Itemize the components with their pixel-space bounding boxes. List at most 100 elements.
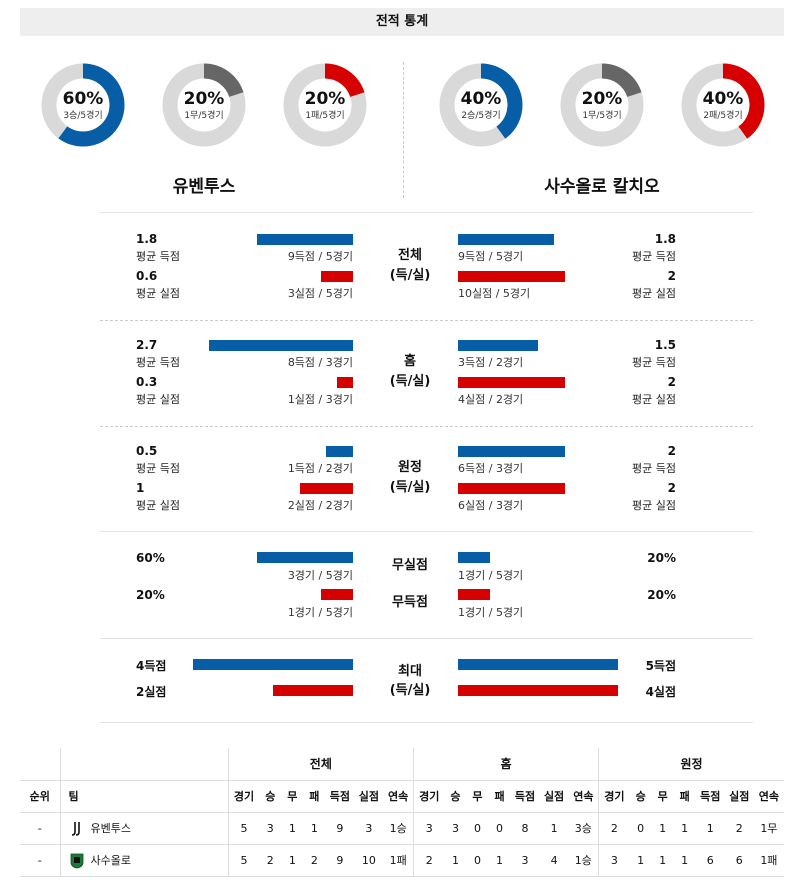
home-draw-donut: 20% 1무/5경기 xyxy=(162,63,246,147)
col-streak: 연속 xyxy=(753,780,784,813)
col-loss: 패 xyxy=(673,780,696,813)
home-scored-count: 9득점 / 5경기 xyxy=(287,250,353,263)
sassuolo-crest-icon xyxy=(70,853,83,868)
donut-caption: 1무/5경기 xyxy=(184,111,224,121)
col-played: 경기 xyxy=(227,780,260,813)
group-away: 원정 xyxy=(598,748,784,781)
home-scored-bar xyxy=(209,340,353,351)
team-name: 사수올로 xyxy=(90,853,132,867)
team-name: 유벤투스 xyxy=(90,821,132,835)
home-failed-score-pct: 20% xyxy=(136,588,165,602)
away-clean-sheet-count: 1경기 / 5경기 xyxy=(458,569,524,582)
rank-cell: - xyxy=(20,812,61,845)
away-failed-score-count: 1경기 / 5경기 xyxy=(458,606,524,619)
cell: 1 xyxy=(673,812,696,845)
home-failed-score-count: 1경기 / 5경기 xyxy=(287,606,353,619)
away-max-scored: 5득점 xyxy=(645,659,676,673)
section-title: 최대 xyxy=(398,664,422,679)
donut-arc xyxy=(439,63,523,147)
donut-caption: 2패/5경기 xyxy=(703,111,743,121)
away-clean-sheet-bar xyxy=(458,552,490,563)
table-column-header: 순위 팀 경기 승 무 패 득점 실점 연속 경기 승 무 패 득점 실점 연속 경기 승 무 패 득점 실점 연속 xyxy=(20,780,784,813)
section-subtitle: (득/실) xyxy=(389,480,431,495)
col-draw: 무 xyxy=(466,780,489,813)
table-row[interactable]: - 사수올로 5 2 1 2 9 10 1패 2 1 0 1 3 4 1승 3 1 1 1 6 6 1패 xyxy=(20,844,784,877)
cell: 3 xyxy=(354,812,384,845)
away-max-conceded-bar xyxy=(458,685,618,696)
cell: 1승 xyxy=(568,844,599,877)
donut-arc xyxy=(560,63,644,147)
col-streak: 연속 xyxy=(383,780,414,813)
cell: 1승 xyxy=(383,812,414,845)
cell: 1 xyxy=(281,844,304,877)
away-avg-scored-label: 평균 득점 xyxy=(632,462,676,475)
away-avg-scored: 1.5 xyxy=(654,338,676,352)
cell: 0 xyxy=(466,812,489,845)
col-loss: 패 xyxy=(488,780,511,813)
section-subtitle: (득/실) xyxy=(389,268,431,283)
section-title: 전체 xyxy=(398,248,422,263)
home-conceded-count: 3실점 / 5경기 xyxy=(287,287,353,300)
col-loss: 패 xyxy=(303,780,326,813)
away-avg-scored-label: 평균 득점 xyxy=(632,356,676,369)
home-avg-conceded: 0.3 xyxy=(136,375,158,389)
cell: 2 xyxy=(598,812,630,845)
away-scored-count: 6득점 / 3경기 xyxy=(458,462,524,475)
section-title: 홈 xyxy=(404,354,416,369)
home-max-scored: 4득점 xyxy=(136,659,167,673)
donut-caption: 1패/5경기 xyxy=(305,111,345,121)
cell: 0 xyxy=(629,812,652,845)
juventus-crest-icon xyxy=(71,821,80,836)
cell: 3 xyxy=(510,844,540,877)
away-max-scored-bar xyxy=(458,659,618,670)
table-row[interactable]: - 유벤투스 5 3 1 1 9 3 1승 3 3 0 0 8 1 3승 2 0 1 1 1 2 1무 xyxy=(20,812,784,845)
cell: 1 xyxy=(673,844,696,877)
table-group-header: 전체 홈 원정 xyxy=(20,748,784,781)
cell: 9 xyxy=(325,812,355,845)
divider xyxy=(100,212,753,213)
home-scored-count: 1득점 / 2경기 xyxy=(287,462,353,475)
away-scored-count: 3득점 / 2경기 xyxy=(458,356,524,369)
cell: 3승 xyxy=(568,812,599,845)
team-cell[interactable]: 사수올로 xyxy=(59,844,229,877)
away-draw-donut: 20% 1무/5경기 xyxy=(560,63,644,147)
cell: 9 xyxy=(325,844,355,877)
cell: 3 xyxy=(259,812,282,845)
away-conceded-bar xyxy=(458,483,565,494)
home-clean-sheet-bar xyxy=(257,552,353,563)
divider xyxy=(100,426,753,427)
home-avg-scored: 1.8 xyxy=(136,232,158,246)
home-conceded-bar xyxy=(300,483,353,494)
divider xyxy=(100,320,753,321)
col-ga: 실점 xyxy=(724,780,754,813)
away-failed-score-bar xyxy=(458,589,490,600)
cell: 5 xyxy=(227,844,260,877)
cell: 1 xyxy=(629,844,652,877)
rank-cell: - xyxy=(20,844,61,877)
away-conceded-count: 10실점 / 5경기 xyxy=(458,287,531,300)
home-conceded-count: 2실점 / 2경기 xyxy=(287,499,353,512)
cell: 1 xyxy=(539,812,569,845)
team-cell[interactable]: 유벤투스 xyxy=(59,812,229,845)
away-conceded-count: 6실점 / 3경기 xyxy=(458,499,524,512)
donut-percent: 20% xyxy=(581,89,623,109)
cell: 1무 xyxy=(753,812,784,845)
away-conceded-count: 4실점 / 2경기 xyxy=(458,393,524,406)
home-win-donut: 60% 3승/5경기 xyxy=(41,63,125,147)
donut-percent: 20% xyxy=(183,89,225,109)
col-streak: 연속 xyxy=(568,780,599,813)
cell: 0 xyxy=(466,844,489,877)
away-avg-scored-label: 평균 득점 xyxy=(632,250,676,263)
cell: 6 xyxy=(695,844,725,877)
cell: 1 xyxy=(695,812,725,845)
home-clean-sheet-count: 3경기 / 5경기 xyxy=(287,569,353,582)
cell: 1 xyxy=(651,812,674,845)
away-failed-score-pct: 20% xyxy=(647,588,676,602)
cell: 1 xyxy=(303,812,326,845)
away-avg-scored: 1.8 xyxy=(654,232,676,246)
home-avg-conceded-label: 평균 실점 xyxy=(136,499,180,512)
cell: 5 xyxy=(227,812,260,845)
section-subtitle: (득/실) xyxy=(389,683,431,698)
away-avg-conceded: 2 xyxy=(667,375,676,389)
donut-percent: 40% xyxy=(460,89,502,109)
